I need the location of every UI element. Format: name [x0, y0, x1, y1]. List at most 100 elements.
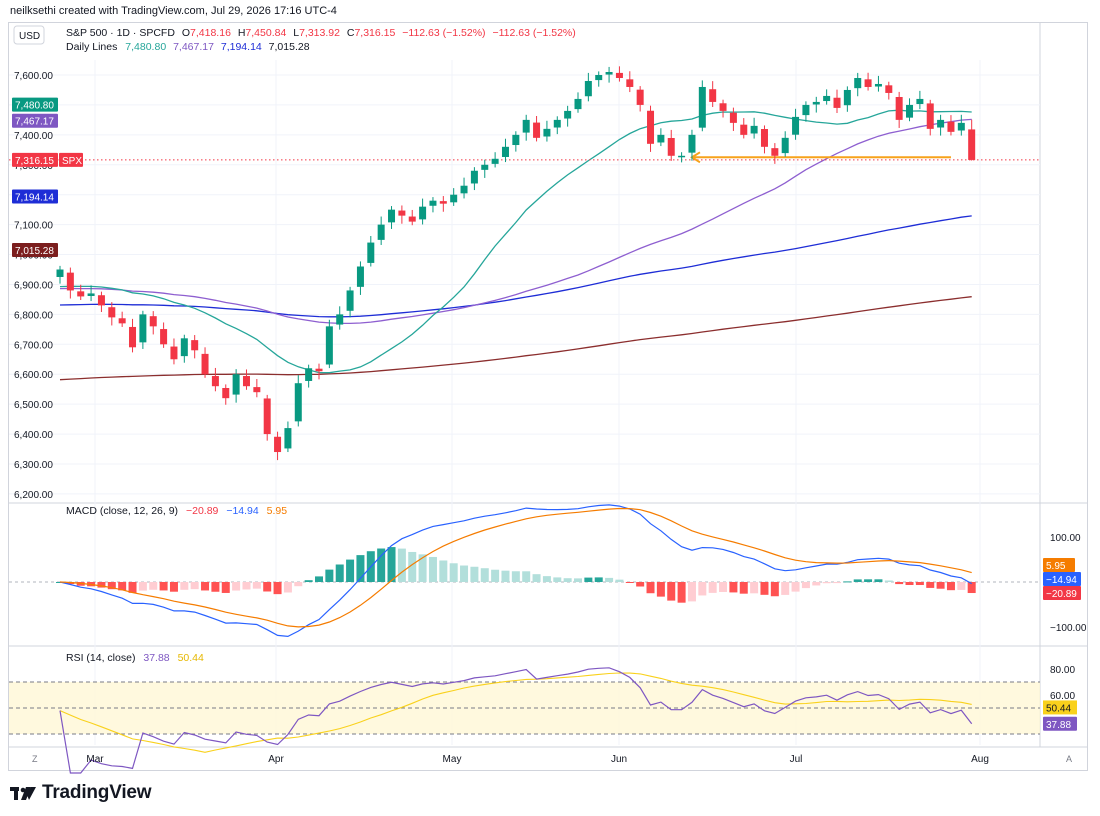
macd-histogram-bar [449, 563, 458, 582]
candle-body [957, 122, 965, 131]
macd-histogram-bar [408, 551, 417, 582]
candle [398, 205, 406, 224]
candle-body [636, 89, 644, 105]
candle [222, 384, 230, 405]
candle-body [129, 326, 137, 348]
ma50-price-badge-text: 7,467.17 [15, 117, 54, 128]
price-tick-label: 6,700.00 [14, 340, 53, 351]
ohlc-high: 7,450.84 [245, 27, 286, 39]
candle [346, 286, 354, 318]
candle [481, 159, 489, 178]
candle-body [688, 134, 696, 153]
candle-body [180, 338, 188, 357]
macd-line-value: −14.94 [226, 505, 259, 517]
ohlc-close: 7,316.15 [354, 27, 395, 39]
ma100-line [59, 215, 972, 318]
macd-signal-line [59, 507, 972, 628]
candle [719, 99, 727, 118]
candle-body [325, 326, 333, 365]
candle [108, 302, 116, 326]
macd-histogram-bar [377, 548, 386, 582]
macd-histogram-bar [283, 582, 292, 593]
macd-histogram-bar [843, 581, 852, 583]
candle [419, 198, 427, 225]
macd-histogram-bar [584, 577, 593, 582]
candle [377, 216, 385, 245]
price-tick-label: 6,800.00 [14, 310, 53, 321]
candle-body [719, 103, 727, 111]
rsi-legend: RSI (14, close) 37.88 50.44 [66, 652, 204, 664]
candle-body [771, 148, 779, 156]
candle-body [874, 83, 882, 87]
macd-histogram-bar [263, 582, 272, 592]
candle [595, 71, 603, 87]
macd-histogram-bar [822, 582, 831, 584]
footer-logo[interactable]: TradingView [10, 782, 152, 804]
macd-histogram-bar [387, 547, 396, 582]
price-tick-label: 6,500.00 [14, 400, 53, 411]
macd-histogram-bar [864, 579, 873, 582]
macd-histogram-bar [791, 582, 800, 592]
time-tick-label: Aug [971, 754, 989, 765]
macd-hist-value: −20.89 [186, 505, 219, 517]
symbol-price-badge-text: SPX [62, 156, 82, 167]
candle [66, 267, 74, 299]
candle [864, 72, 872, 91]
time-tick-label: May [443, 754, 462, 765]
macd-signal-value: 5.95 [267, 505, 288, 517]
timezone-button[interactable]: Z [32, 754, 38, 764]
candle [698, 80, 706, 132]
daily-lines-label: Daily Lines [66, 41, 117, 53]
macd-histogram-bar [936, 582, 945, 589]
candle [729, 107, 737, 131]
candle [553, 116, 561, 135]
candle [564, 105, 572, 127]
ma100-price-badge-text: 7,194.14 [15, 192, 54, 203]
candle [460, 177, 468, 199]
candle [232, 369, 240, 403]
candle-body [698, 86, 706, 128]
candle [522, 114, 530, 141]
macd-histogram-bar [605, 577, 614, 582]
candle-body [740, 124, 748, 135]
candle-body [284, 428, 292, 449]
macd-histogram-bar [480, 568, 489, 582]
candle [367, 235, 375, 267]
candle-body [553, 119, 561, 128]
candle-body [419, 206, 427, 220]
price-tick-label: 6,900.00 [14, 280, 53, 291]
candle [118, 311, 126, 327]
macd-histogram-bar [760, 582, 769, 595]
auto-scale-button[interactable]: A [1066, 754, 1072, 764]
price-tick-label: 6,400.00 [14, 430, 53, 441]
candle-body [118, 318, 126, 324]
ohlc-low: 7,313.92 [299, 27, 340, 39]
ma20-price-badge-bg [12, 97, 58, 112]
macd-histogram-bar [397, 548, 406, 582]
ma200-line [59, 296, 972, 381]
macd-histogram-bar [221, 582, 230, 593]
currency-button[interactable] [13, 25, 45, 45]
candle-body [253, 387, 261, 393]
candle-body [263, 398, 271, 435]
macd-histogram-bar [542, 576, 551, 582]
macd-histogram-bar [946, 582, 955, 591]
macd-line-badge: −14.94 [1043, 572, 1081, 586]
last-price-badge: 7,316.15 [12, 152, 58, 167]
candle-body [968, 129, 976, 160]
macd-histogram-bar [967, 582, 976, 594]
candle [968, 119, 976, 161]
candle [180, 334, 188, 363]
candle-body [729, 112, 737, 123]
candle [885, 81, 893, 100]
macd-histogram-bar [159, 582, 168, 591]
rsi-value: 37.88 [143, 652, 169, 664]
candle-body [470, 170, 478, 184]
candle [501, 138, 509, 163]
candle-body [336, 314, 344, 325]
macd-line-badge-bg [1043, 572, 1081, 586]
candle-body [792, 116, 800, 135]
candle [336, 306, 344, 330]
candle [709, 81, 717, 108]
